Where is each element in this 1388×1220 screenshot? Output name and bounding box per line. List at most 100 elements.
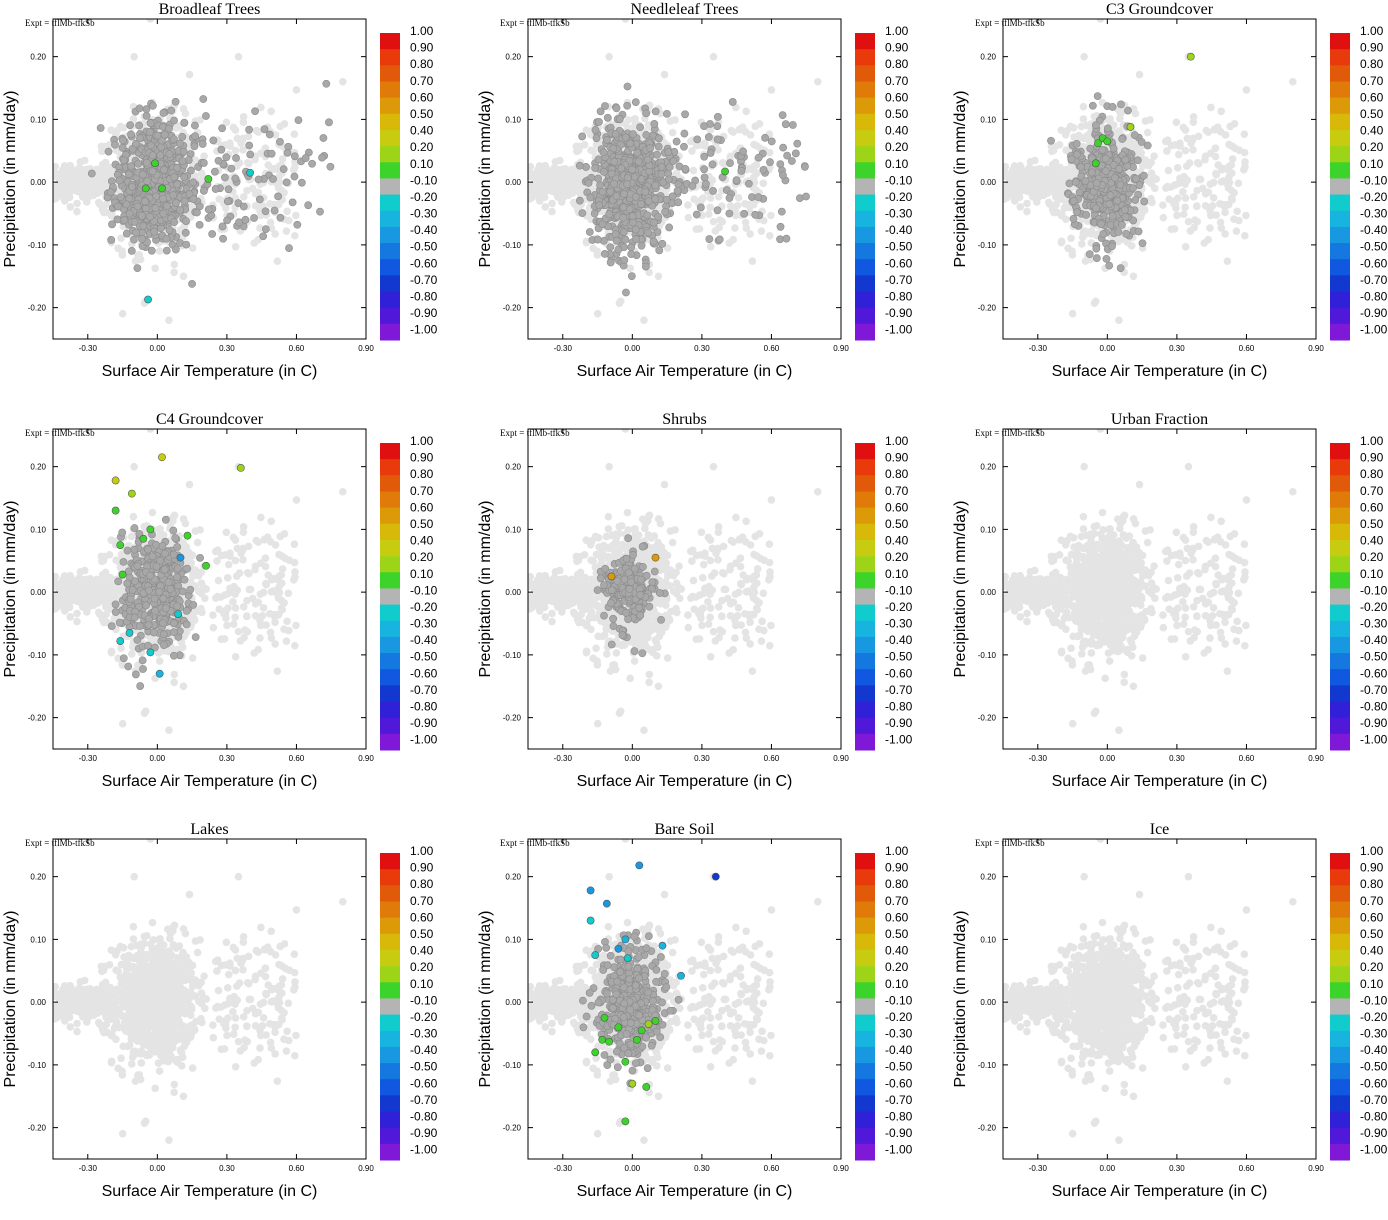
colorbar-swatch	[855, 65, 875, 82]
gray-point	[761, 134, 768, 141]
gray-point	[634, 149, 641, 156]
chart-title: C3 Groundcover	[1106, 1, 1214, 18]
gray-point	[146, 213, 153, 220]
colorbar-swatch	[380, 324, 400, 341]
x-tick-label: 0.90	[833, 344, 849, 353]
background-point	[562, 173, 570, 181]
gray-point	[780, 144, 787, 151]
gray-point	[642, 263, 649, 270]
gray-point	[117, 194, 124, 201]
background-point	[1078, 240, 1086, 248]
gray-point	[738, 167, 745, 174]
background-point	[180, 273, 188, 281]
background-point	[814, 78, 822, 86]
gray-point	[620, 229, 627, 236]
gray-point	[151, 228, 158, 235]
gray-point	[627, 140, 634, 147]
gray-point	[766, 159, 773, 166]
background-point	[234, 135, 242, 143]
gray-point	[228, 165, 235, 172]
gray-point	[612, 130, 619, 137]
colorbar-swatch	[380, 33, 400, 50]
gray-point	[610, 145, 617, 152]
gray-point	[586, 228, 593, 235]
gray-point	[779, 172, 786, 179]
colorbar-swatch	[855, 49, 875, 66]
gray-point	[133, 229, 140, 236]
gray-point	[643, 131, 650, 138]
gray-point	[284, 149, 291, 156]
gray-point	[620, 214, 627, 221]
gray-point	[242, 216, 249, 223]
gray-point	[128, 183, 135, 190]
gray-point	[276, 138, 283, 145]
colorbar-label: -0.30	[885, 207, 913, 221]
colorbar-swatch	[855, 98, 875, 115]
colorbar-label: -0.40	[885, 223, 913, 237]
y-tick-label: 0.10	[505, 115, 521, 124]
gray-point	[655, 143, 662, 150]
gray-point	[172, 246, 179, 253]
gray-point	[592, 164, 599, 171]
background-point	[274, 257, 282, 265]
background-point	[250, 239, 258, 247]
gray-point	[642, 188, 649, 195]
colorbar-label: 0.70	[410, 74, 434, 88]
gray-point	[188, 280, 195, 287]
gray-point	[618, 165, 625, 172]
background-point	[760, 179, 768, 187]
gray-point	[232, 154, 239, 161]
colorbar-label: -0.50	[410, 240, 438, 254]
gray-point	[613, 105, 620, 112]
gray-point	[219, 223, 226, 230]
colorbar-label: -0.20	[885, 190, 913, 204]
gray-point	[160, 210, 167, 217]
x-tick-label: -0.30	[79, 344, 98, 353]
colorbar-swatch	[855, 162, 875, 179]
gray-point	[255, 176, 262, 183]
colorbar-swatch	[380, 243, 400, 260]
background-point	[747, 131, 755, 139]
gray-point	[682, 165, 689, 172]
background-point	[1148, 199, 1156, 207]
gray-point	[256, 196, 263, 203]
gray-point	[141, 198, 148, 205]
gray-point	[675, 181, 682, 188]
y-tick-label: 0.20	[505, 53, 521, 62]
colorbar-swatch	[380, 130, 400, 147]
colorbar-label: 0.90	[410, 41, 434, 55]
gray-point	[702, 180, 709, 187]
colorbar-label: -0.90	[410, 306, 438, 320]
gray-point	[628, 250, 635, 257]
colorbar-swatch	[855, 114, 875, 131]
gray-point	[622, 134, 629, 141]
gray-point	[632, 99, 639, 106]
gray-point	[212, 185, 219, 192]
gray-point	[600, 168, 607, 175]
x-tick-label: 0.30	[219, 344, 235, 353]
colorbar-swatch	[380, 81, 400, 98]
background-point	[661, 71, 669, 79]
colorbar-swatch	[855, 195, 875, 212]
gray-point	[608, 170, 615, 177]
gray-point	[114, 216, 121, 223]
gray-point	[622, 289, 629, 296]
background-point	[130, 53, 138, 61]
gray-point	[187, 167, 194, 174]
gray-point	[318, 154, 325, 161]
background-point	[244, 159, 252, 167]
colorbar-label: -0.10	[885, 173, 913, 187]
gray-point	[666, 224, 673, 231]
gray-point	[674, 187, 681, 194]
gray-point	[170, 192, 177, 199]
colorbar-swatch	[380, 275, 400, 292]
gray-point	[149, 152, 156, 159]
gray-point	[653, 151, 660, 158]
chart-title: Needleleaf Trees	[631, 1, 739, 18]
gray-point	[136, 122, 143, 129]
colorbar-label: -0.70	[410, 273, 438, 287]
gray-point	[594, 236, 601, 243]
gray-point	[645, 229, 652, 236]
colorbar-label: -1.00	[885, 323, 913, 337]
gray-point	[615, 246, 622, 253]
